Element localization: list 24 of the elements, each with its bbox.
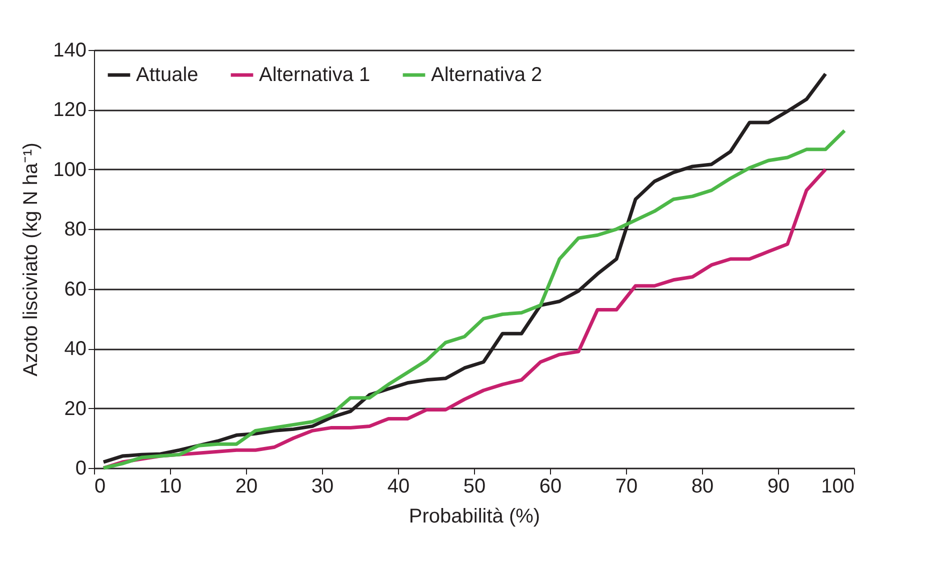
- y-tick-label: 120: [53, 99, 86, 122]
- y-tick-label: 140: [53, 40, 86, 62]
- x-tick-label: 90: [767, 476, 790, 498]
- y-tick-label: 80: [64, 218, 86, 241]
- y-tick-label: 0: [75, 458, 86, 480]
- legend-label: Alternativa 2: [431, 64, 542, 86]
- y-tick-label: 100: [53, 158, 86, 181]
- x-axis-title: Probabilità (%): [408, 506, 540, 528]
- y-axis-title: Azoto lisciviato (kg N ha⁻¹): [20, 142, 42, 376]
- x-tick-label: 100: [821, 476, 854, 498]
- x-tick-label: 30: [311, 476, 334, 498]
- y-tick-label: 40: [64, 338, 86, 360]
- x-tick-label: 50: [463, 476, 486, 498]
- y-tick-label: 60: [64, 278, 86, 300]
- legend-label: Alternativa 1: [259, 64, 370, 86]
- x-tick-label: 70: [615, 476, 638, 498]
- x-tick-label: 80: [691, 476, 714, 498]
- legend-label: Attuale: [136, 64, 198, 86]
- x-tick-label: 20: [235, 476, 258, 498]
- x-tick-label: 60: [539, 476, 562, 498]
- x-tick-label: 40: [387, 476, 410, 498]
- y-tick-label: 20: [64, 398, 86, 420]
- x-tick-label: 0: [94, 476, 106, 498]
- x-tick-label: 10: [159, 476, 182, 498]
